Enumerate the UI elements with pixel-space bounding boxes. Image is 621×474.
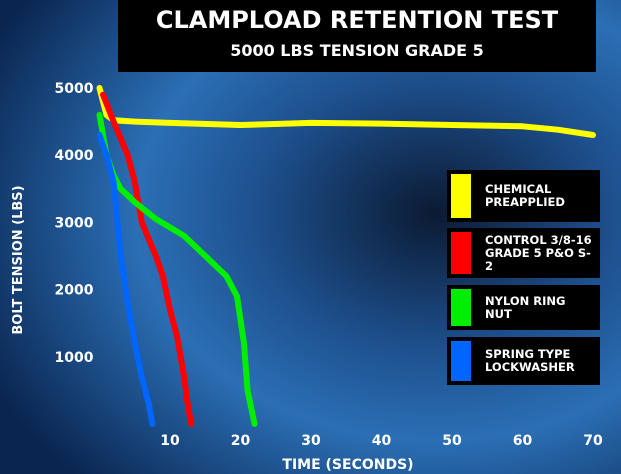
y-axis-label: BOLT TENSION (LBS) (11, 185, 26, 334)
chart-subtitle: 5000 LBS TENSION GRADE 5 (230, 41, 484, 60)
x-tick-label: 20 (231, 433, 251, 449)
legend-label: NYLON RING NUT (471, 295, 596, 321)
legend-swatch (451, 341, 471, 381)
y-tick-label: 3000 (55, 215, 94, 231)
legend-swatch (451, 232, 471, 274)
legend-item: CHEMICAL PREAPPLIED (447, 170, 600, 222)
legend-item: SPRING TYPE LOCKWASHER (447, 337, 600, 385)
x-tick-label: 50 (442, 433, 462, 449)
x-tick-label: 60 (513, 433, 533, 449)
legend-item: NYLON RING NUT (447, 285, 600, 330)
legend-label: CHEMICAL PREAPPLIED (471, 183, 565, 209)
y-tick-label: 2000 (55, 283, 94, 299)
legend-label: SPRING TYPE LOCKWASHER (471, 348, 575, 374)
legend-label: CONTROL 3/8-16 GRADE 5 P&O S-2 (471, 234, 596, 273)
y-tick-label: 5000 (55, 81, 94, 97)
x-tick-label: 30 (301, 433, 321, 449)
x-tick-label: 70 (583, 433, 603, 449)
x-tick-label: 40 (372, 433, 392, 449)
legend-swatch (451, 289, 471, 326)
x-axis-label: TIME (SECONDS) (282, 457, 413, 473)
legend-swatch (451, 174, 471, 218)
page: CLAMPLOAD RETENTION TEST 5000 LBS TENSIO… (0, 0, 621, 474)
legend-item: CONTROL 3/8-16 GRADE 5 P&O S-2 (447, 228, 600, 278)
y-tick-label: 4000 (55, 148, 94, 164)
chart-title: CLAMPLOAD RETENTION TEST (156, 6, 559, 34)
y-tick-label: 1000 (55, 350, 94, 366)
x-tick-label: 10 (160, 433, 180, 449)
